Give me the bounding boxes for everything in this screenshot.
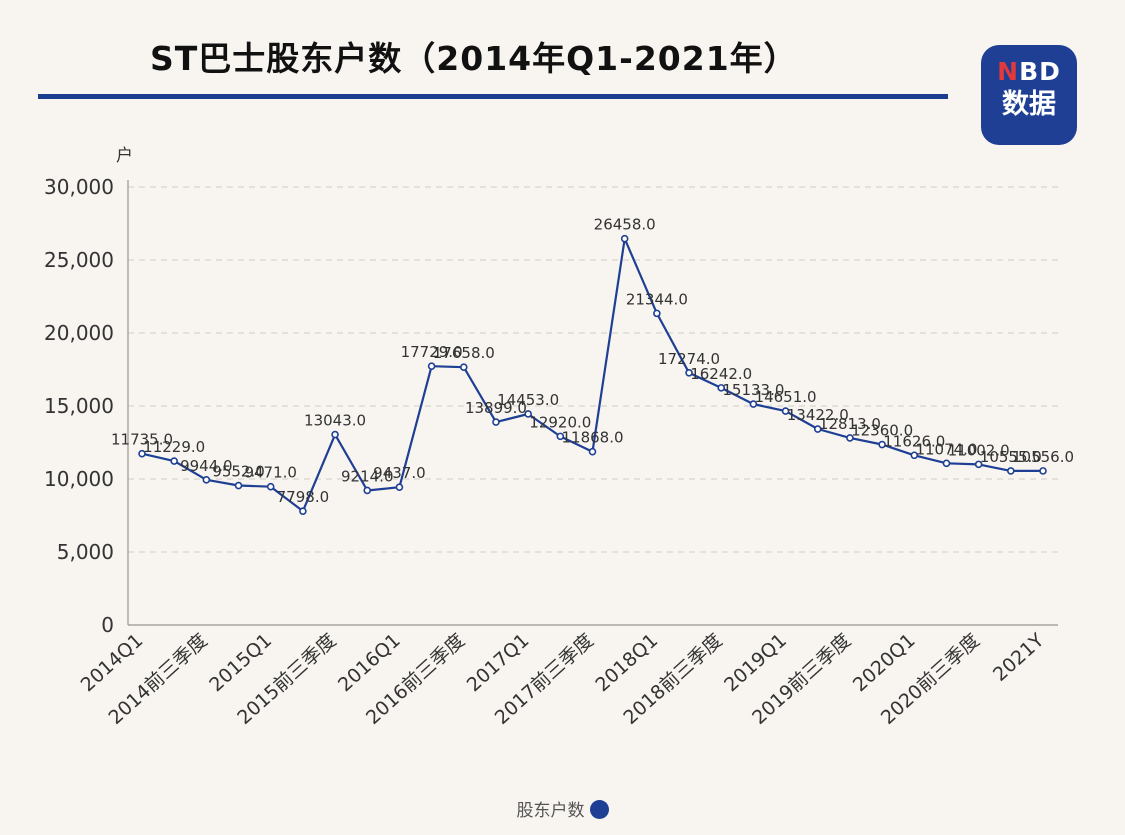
data-label: 26458.0 bbox=[594, 216, 656, 234]
data-point bbox=[813, 425, 822, 433]
data-point bbox=[556, 432, 565, 441]
data-label: 11626.0 bbox=[883, 432, 945, 450]
data-label: 11735.0 bbox=[111, 431, 173, 449]
y-tick-label: 15,000 bbox=[44, 394, 114, 418]
logo-top-text: NBD bbox=[981, 57, 1077, 87]
y-tick-label: 10,000 bbox=[44, 467, 114, 491]
data-point bbox=[266, 482, 275, 491]
y-tick-label: 5,000 bbox=[57, 540, 114, 564]
data-label: 17274.0 bbox=[658, 350, 720, 368]
data-label: 12920.0 bbox=[529, 413, 591, 431]
data-label: 9552.0 bbox=[212, 463, 265, 481]
data-point bbox=[974, 460, 983, 469]
data-label: 15133.0 bbox=[722, 381, 784, 399]
data-label: 13422.0 bbox=[787, 406, 849, 424]
logo-n: N bbox=[997, 57, 1020, 86]
data-point bbox=[395, 483, 404, 492]
data-point bbox=[331, 430, 339, 439]
data-point bbox=[910, 451, 919, 460]
data-point bbox=[1039, 467, 1047, 475]
legend-marker-icon bbox=[589, 800, 609, 819]
data-label: 9944.0 bbox=[180, 457, 233, 475]
data-label: 14651.0 bbox=[755, 388, 817, 406]
data-label: 9214.0 bbox=[341, 467, 394, 485]
logo-bottom-text: 数据 bbox=[1002, 89, 1056, 120]
data-label: 11074.0 bbox=[915, 440, 977, 458]
data-label: 11229.0 bbox=[143, 438, 205, 456]
x-tick-label: 2021Y bbox=[989, 629, 1049, 686]
data-point bbox=[717, 384, 726, 392]
y-tick-label: 0 bbox=[101, 613, 114, 637]
y-tick-label: 25,000 bbox=[44, 248, 114, 272]
data-point bbox=[170, 457, 178, 465]
data-label: 21344.0 bbox=[626, 290, 688, 308]
data-label: 17729.0 bbox=[401, 343, 463, 361]
data-point bbox=[878, 440, 886, 449]
data-label: 10556.0 bbox=[1012, 448, 1074, 466]
data-label: 14453.0 bbox=[497, 391, 559, 409]
data-point bbox=[234, 481, 243, 490]
data-label: 11002.0 bbox=[948, 441, 1010, 459]
legend-label: 股东户数 bbox=[516, 801, 585, 821]
y-tick-label: 20,000 bbox=[44, 321, 114, 345]
data-point bbox=[524, 410, 532, 418]
data-label: 9471.0 bbox=[244, 464, 297, 482]
data-point bbox=[749, 400, 758, 408]
data-label: 11868.0 bbox=[561, 429, 623, 447]
data-point bbox=[492, 418, 500, 426]
chart-title: ST巴士股东户数（2014年Q1-2021年） bbox=[150, 39, 798, 78]
data-point bbox=[1007, 467, 1015, 475]
logo-bd: BD bbox=[1019, 57, 1061, 86]
data-point bbox=[588, 447, 597, 456]
data-point bbox=[781, 407, 790, 415]
title-underline bbox=[38, 94, 948, 99]
data-point bbox=[202, 476, 211, 484]
data-point bbox=[620, 234, 629, 243]
data-label: 9437.0 bbox=[373, 464, 426, 482]
y-unit-label: 户 bbox=[116, 146, 133, 166]
nbd-logo: NBD 数据 bbox=[981, 45, 1077, 145]
data-label: 12360.0 bbox=[851, 422, 913, 440]
data-point bbox=[138, 449, 146, 458]
data-point bbox=[427, 362, 436, 370]
data-label: 7798.0 bbox=[277, 488, 330, 506]
y-tick-label: 30,000 bbox=[44, 175, 114, 199]
data-point bbox=[685, 368, 693, 377]
data-point bbox=[653, 309, 661, 318]
data-point bbox=[459, 363, 468, 371]
legend: 股东户数 bbox=[0, 796, 1125, 821]
data-label: 12813.0 bbox=[819, 415, 881, 433]
data-point bbox=[363, 486, 372, 495]
data-point bbox=[942, 459, 951, 468]
data-point bbox=[299, 507, 307, 515]
data-point bbox=[846, 434, 854, 442]
data-label: 10555.0 bbox=[980, 448, 1042, 466]
data-label: 13899.0 bbox=[465, 399, 527, 417]
data-label: 16242.0 bbox=[690, 365, 752, 383]
data-label: 17658.0 bbox=[433, 344, 495, 362]
data-label: 13043.0 bbox=[304, 412, 366, 430]
